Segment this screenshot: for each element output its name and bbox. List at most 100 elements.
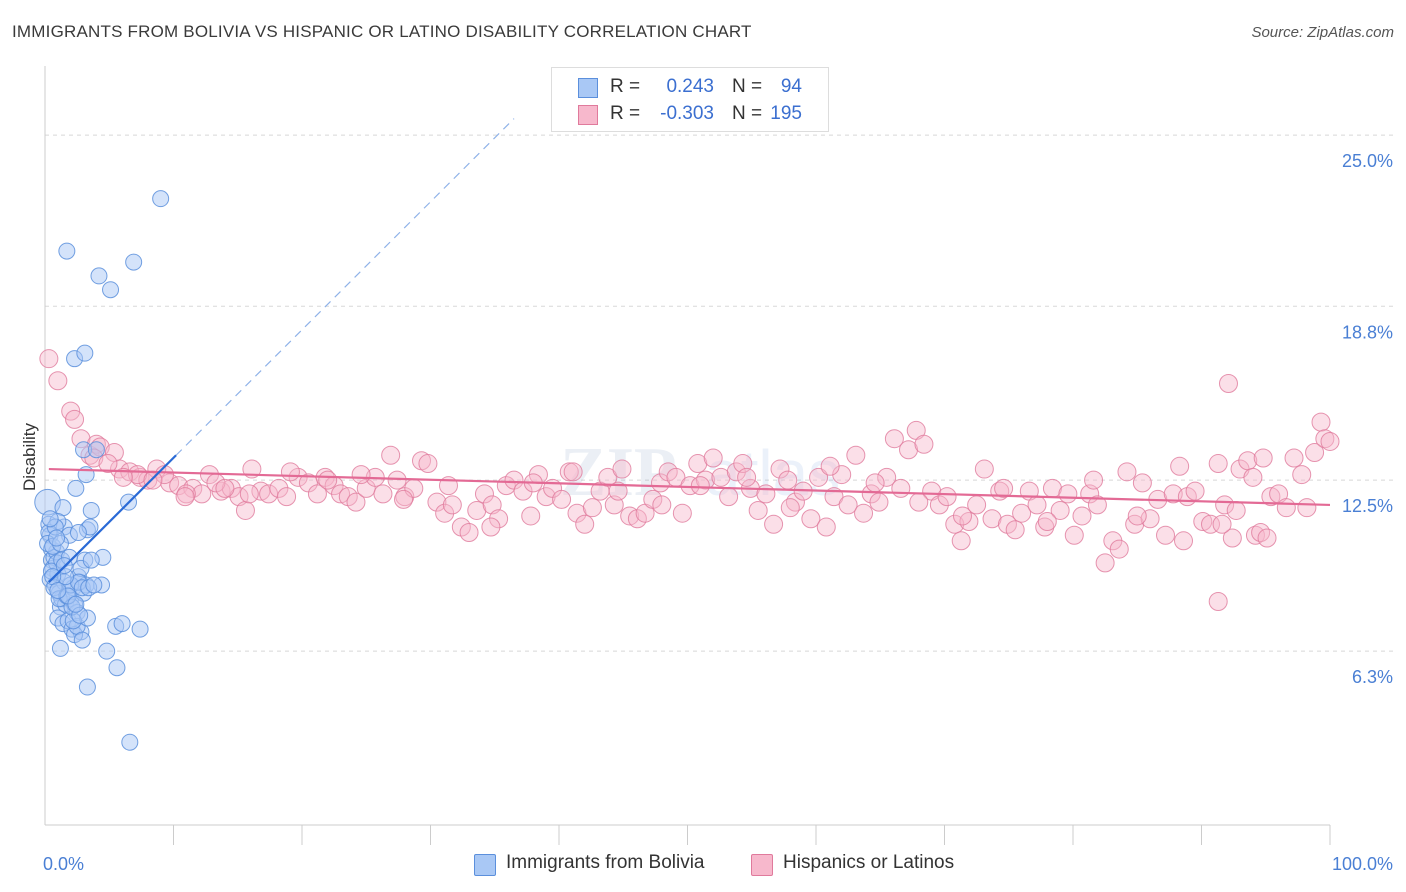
scatter-point-hispanics <box>307 484 327 504</box>
scatter-point-hispanics <box>652 495 672 515</box>
scatter-point-hispanics <box>1226 500 1246 520</box>
scatter-point-hispanics <box>1193 511 1213 531</box>
scatter-point-hispanics <box>914 434 934 454</box>
scatter-point-hispanics <box>183 478 203 498</box>
legend-swatch-blue <box>578 78 598 98</box>
scatter-point-hispanics <box>764 514 784 534</box>
scatter-point-hispanics <box>780 498 800 518</box>
scatter-point-hispanics <box>1251 523 1271 543</box>
scatter-point-bolivia <box>125 253 143 271</box>
scatter-point-hispanics <box>143 470 163 490</box>
scatter-point-hispanics <box>620 506 640 526</box>
scatter-point-hispanics <box>1170 456 1190 476</box>
scatter-point-hispanics <box>756 484 776 504</box>
scatter-point-hispanics <box>39 349 59 369</box>
scatter-point-hispanics <box>489 509 509 529</box>
scatter-point-hispanics <box>801 509 821 529</box>
scatter-point-hispanics <box>387 470 407 490</box>
scatter-point-bolivia <box>85 576 103 594</box>
scatter-point-hispanics <box>861 484 881 504</box>
scatter-point-hispanics <box>381 445 401 465</box>
scatter-point-hispanics <box>1215 495 1235 515</box>
scatter-point-hispanics <box>235 500 255 520</box>
scatter-point-hispanics <box>951 531 971 551</box>
source-credit: Source: ZipAtlas.com <box>1251 24 1394 41</box>
scatter-point-bolivia <box>131 620 149 638</box>
trendline-bolivia-extrapolated <box>175 118 515 456</box>
scatter-point-hispanics <box>192 484 212 504</box>
scatter-point-hispanics <box>680 476 700 496</box>
legend-r-label: R = <box>610 103 641 124</box>
scatter-point-hispanics <box>809 467 829 487</box>
scatter-point-hispanics <box>1222 528 1242 548</box>
scatter-point-hispanics <box>737 467 757 487</box>
scatter-point-hispanics <box>865 473 885 493</box>
scatter-point-hispanics <box>435 503 455 523</box>
scatter-point-hispanics <box>643 489 663 509</box>
scatter-point-hispanics <box>346 492 366 512</box>
scatter-point-hispanics <box>945 514 965 534</box>
scatter-point-hispanics <box>1212 514 1232 534</box>
scatter-point-hispanics <box>719 487 739 507</box>
watermark-zip: ZIP <box>560 434 677 511</box>
scatter-point-bolivia <box>76 344 94 362</box>
scatter-point-bolivia <box>121 733 139 751</box>
legend-r-label: R = <box>610 76 641 97</box>
scatter-point-hispanics <box>575 514 595 534</box>
series-hispanics-points <box>39 349 1340 611</box>
scatter-point-hispanics <box>1243 467 1263 487</box>
scatter-point-hispanics <box>1064 525 1084 545</box>
y-axis-label: Disability <box>20 422 39 491</box>
scatter-point-hispanics <box>785 492 805 512</box>
scatter-point-hispanics <box>869 492 889 512</box>
trendline-hispanics <box>48 467 1331 507</box>
scatter-point-bolivia <box>87 441 105 459</box>
scatter-point-hispanics <box>1005 520 1025 540</box>
scatter-point-hispanics <box>1084 470 1104 490</box>
scatter-point-bolivia <box>78 678 96 696</box>
scatter-point-hispanics <box>1276 498 1296 518</box>
scatter-point-hispanics <box>929 495 949 515</box>
scatter-point-hispanics <box>65 409 85 429</box>
bottom-legend-label: Hispanics or Latinos <box>783 852 955 873</box>
scatter-point-hispanics <box>1012 503 1032 523</box>
scatter-point-bolivia <box>113 615 131 633</box>
scatter-point-bolivia <box>102 281 120 299</box>
scatter-point-hispanics <box>1072 506 1092 526</box>
scatter-point-hispanics <box>690 476 710 496</box>
scatter-point-hispanics <box>877 467 897 487</box>
scatter-point-bolivia <box>51 639 69 657</box>
scatter-point-hispanics <box>612 459 632 479</box>
legend-row-hispanics: R = -0.303 N = 195 <box>552 101 828 127</box>
scatter-point-hispanics <box>672 503 692 523</box>
scatter-point-hispanics <box>778 470 798 490</box>
scatter-point-hispanics <box>1320 431 1340 451</box>
legend-n-label: N = <box>732 76 763 97</box>
scatter-point-hispanics <box>1058 484 1078 504</box>
scatter-point-bolivia <box>108 659 126 677</box>
scatter-point-hispanics <box>711 467 731 487</box>
gridlines <box>45 134 1395 652</box>
legend-row-bolivia: R = 0.243 N = 94 <box>552 74 828 100</box>
scatter-point-hispanics <box>442 495 462 515</box>
scatter-point-hispanics <box>1127 506 1147 526</box>
legend-swatch-pink <box>578 105 598 125</box>
scatter-point-hispanics <box>909 492 929 512</box>
legend-r-value: -0.303 <box>660 103 714 124</box>
scatter-point-hispanics <box>1035 517 1055 537</box>
legend-n-value: 195 <box>770 103 802 124</box>
scatter-point-hispanics <box>318 470 338 490</box>
scatter-point-hispanics <box>1087 495 1107 515</box>
scatter-point-hispanics <box>269 478 289 498</box>
scatter-point-hispanics <box>552 489 572 509</box>
scatter-point-bolivia <box>58 242 76 260</box>
correlation-legend: R = 0.243 N = 94 R = -0.303 N = 195 <box>551 67 829 132</box>
bottom-legend-label: Immigrants from Bolivia <box>506 852 705 873</box>
scatter-point-hispanics <box>474 484 494 504</box>
scatter-point-hispanics <box>994 478 1014 498</box>
x-tick-label: 0.0% <box>43 854 84 874</box>
scatter-point-hispanics <box>1156 525 1176 545</box>
scatter-point-hispanics <box>974 459 994 479</box>
scatter-point-bolivia <box>82 551 100 569</box>
